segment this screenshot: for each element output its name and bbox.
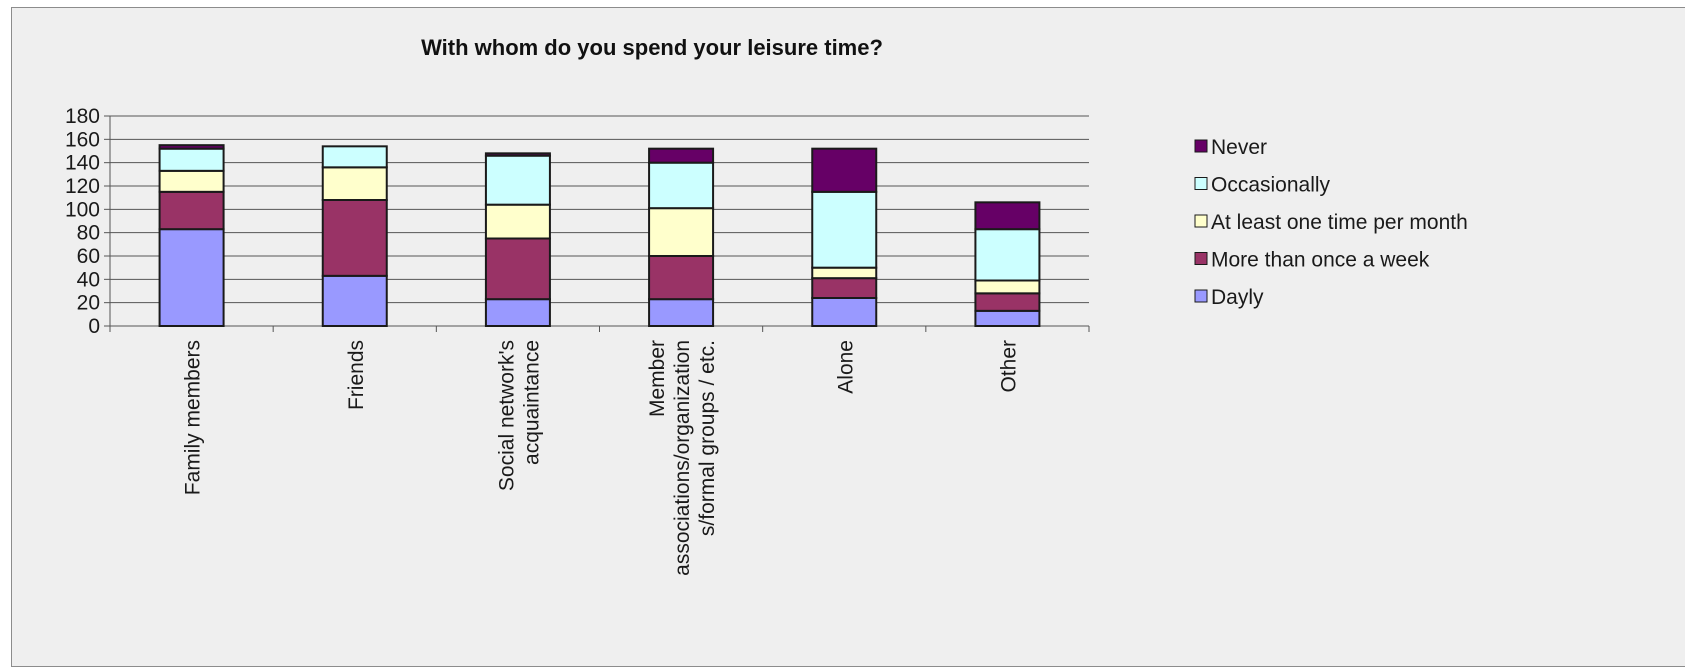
bars <box>158 144 1041 328</box>
bar-segment <box>648 207 715 258</box>
bar-segment <box>811 277 878 299</box>
bar-segment <box>321 274 388 328</box>
legend: Never Occasionally At least one time per m… <box>1194 136 1468 309</box>
x-category-label-line: Member <box>646 340 669 417</box>
legend-label: Dayly <box>1211 286 1264 309</box>
bar-segment <box>158 190 225 231</box>
bar-segment <box>321 199 388 277</box>
x-category-label-line: acquaintance <box>520 340 543 465</box>
x-category-label: Member associations/organization s/formal … <box>646 340 719 576</box>
legend-label: At least one time per month <box>1211 211 1468 234</box>
bar-segment <box>321 166 388 201</box>
x-category-label-line: Other <box>997 340 1020 393</box>
x-category-label-line: Family members <box>182 340 205 495</box>
legend-swatch <box>1194 252 1208 265</box>
y-tick-label: 0 <box>88 315 100 338</box>
x-category-label-line: Alone <box>834 340 857 394</box>
chart-title: With whom do you spend your leisure time… <box>421 35 883 60</box>
y-tick-label: 80 <box>77 222 100 245</box>
bar-segment <box>158 169 225 193</box>
legend-swatch <box>1194 139 1208 153</box>
category-labels: Family members Friends Social network's acq… <box>182 340 1021 576</box>
bar-segment <box>158 228 225 328</box>
y-tick-label: 60 <box>77 245 100 268</box>
legend-label: Never <box>1211 136 1267 159</box>
bar-segment <box>974 279 1041 295</box>
legend-swatch <box>1194 289 1208 303</box>
x-category-label: Social network's acquaintance <box>495 340 543 491</box>
x-category-label-line: associations/organization <box>671 340 694 576</box>
bar-segment <box>811 147 878 193</box>
bar-segment <box>648 161 715 210</box>
bar-segment <box>321 145 388 169</box>
bar-segment <box>484 298 551 327</box>
x-category-label-line: Friends <box>345 340 368 410</box>
chart-area: With whom do you spend your leisure time… <box>11 7 1685 667</box>
bar-segment <box>811 266 878 280</box>
bar-segment <box>974 201 1041 231</box>
y-tick-label: 100 <box>65 198 100 221</box>
legend-swatch <box>1194 214 1208 228</box>
chart-svg: With whom do you spend your leisure time… <box>65 35 1468 576</box>
bar-segment <box>648 298 715 327</box>
bar-segment <box>648 147 715 164</box>
y-tick-label: 160 <box>65 128 100 151</box>
bar-segment <box>158 147 225 172</box>
bar-segment <box>811 190 878 269</box>
gridlines <box>110 115 1089 304</box>
legend-label: Occasionally <box>1211 174 1331 197</box>
bar-segment <box>484 154 551 206</box>
legend-swatch <box>1194 177 1208 190</box>
bar-segment <box>974 228 1041 282</box>
x-category-label-line: Social network's <box>495 340 518 491</box>
y-tick-label: 20 <box>77 292 100 315</box>
y-tick-label: 140 <box>65 152 100 175</box>
bar-segment <box>484 152 551 157</box>
x-category-label: Alone <box>834 340 857 394</box>
x-category-label: Family members <box>182 340 205 495</box>
bar-segment <box>484 237 551 301</box>
y-tick-label: 40 <box>77 268 100 291</box>
y-tick-label: 120 <box>65 175 100 198</box>
bar-segment <box>158 144 225 150</box>
bar-segment <box>811 297 878 327</box>
x-category-label: Other <box>997 340 1020 393</box>
legend-label: More than once a week <box>1211 249 1430 272</box>
bar-segment <box>974 292 1041 312</box>
bar-segment <box>974 309 1041 328</box>
y-tick-label: 180 <box>65 105 100 128</box>
x-category-label: Friends <box>345 340 368 410</box>
bar-segment <box>484 203 551 240</box>
x-category-label-line: s/formal groups / etc. <box>696 340 719 536</box>
bar-segment <box>648 255 715 301</box>
